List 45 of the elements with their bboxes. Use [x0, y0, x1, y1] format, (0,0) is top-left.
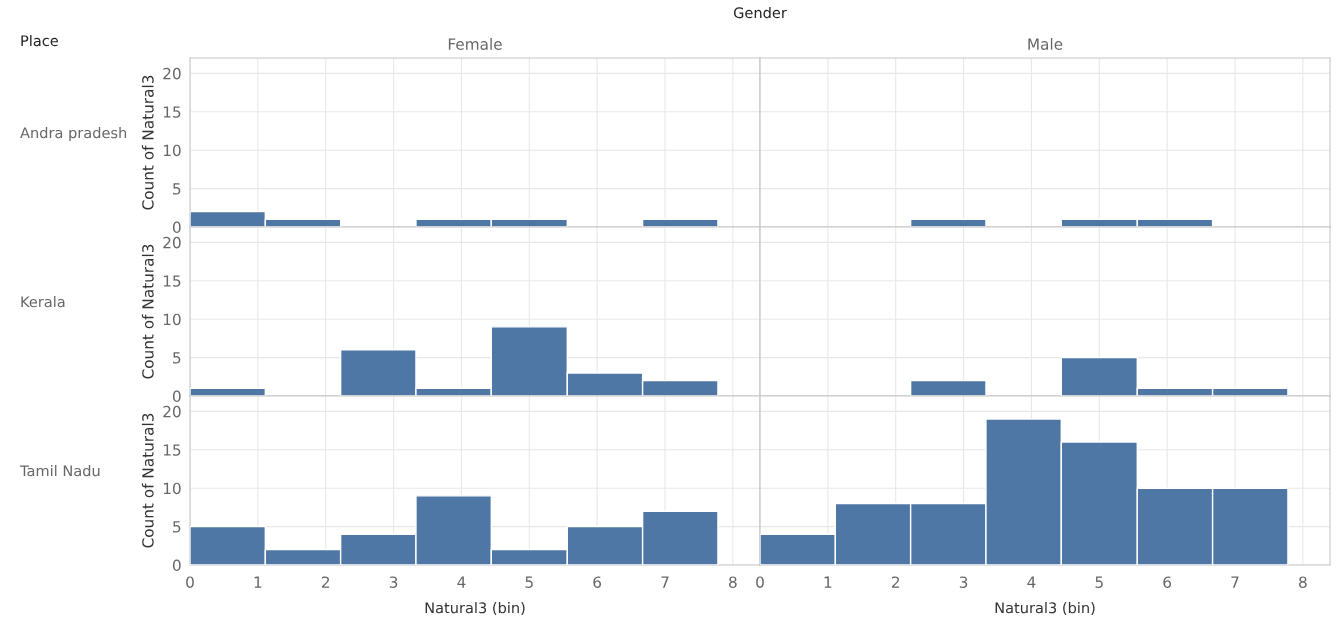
x-tick-label: 0 — [756, 576, 764, 588]
text: Kerala — [21, 295, 65, 308]
y-tick-label: 10 — [163, 482, 181, 495]
x-tick-label: 1 — [824, 576, 832, 588]
y-tick-label: 15 — [163, 275, 181, 287]
x-tick-label: 1 — [254, 576, 262, 588]
y-axis-title: Count of Natural3 — [141, 75, 154, 210]
y-tick-label: 10 — [163, 144, 181, 157]
x-tick-label: 4 — [457, 576, 466, 588]
y-tick-label: 15 — [163, 444, 181, 456]
x-tick-label: 3 — [389, 576, 398, 588]
x-axis-title: Natural3 (bin) — [995, 602, 1095, 616]
y-tick-label: 5 — [173, 183, 181, 195]
text: Andra pradesh — [20, 126, 127, 142]
x-tick-label: 0 — [186, 576, 194, 588]
y-tick-label: 20 — [163, 236, 181, 249]
y-tick-label: 5 — [173, 352, 181, 364]
x-tick-label: 6 — [593, 576, 602, 588]
x-tick-label: 7 — [1231, 576, 1239, 588]
y-tick-label: 0 — [172, 221, 181, 234]
x-tick-label: 8 — [1299, 576, 1307, 588]
x-tick-label: 4 — [1027, 576, 1036, 588]
chart-title: Female — [448, 38, 502, 50]
x-tick-label: 2 — [891, 576, 900, 588]
x-tick-label: 6 — [1163, 576, 1172, 588]
y-axis-title: Count of Natural3 — [141, 244, 154, 379]
x-tick-label: 3 — [959, 576, 968, 588]
x-tick-label: 5 — [1095, 576, 1103, 588]
text: Place — [21, 34, 58, 47]
y-tick-label: 0 — [172, 559, 181, 572]
chart-title: Male — [1028, 38, 1063, 50]
text: Gender — [733, 6, 787, 19]
y-tick-label: 20 — [163, 67, 181, 80]
x-tick-label: 7 — [661, 576, 669, 588]
x-tick-label: 8 — [729, 576, 737, 588]
x-tick-label: 5 — [525, 576, 533, 588]
y-tick-label: 20 — [163, 405, 181, 418]
y-tick-label: 0 — [172, 390, 181, 403]
y-tick-label: 15 — [163, 106, 181, 118]
y-axis-title: Count of Natural3 — [141, 413, 154, 548]
y-tick-label: 10 — [163, 313, 181, 326]
text: Tamil Nadu — [19, 464, 100, 477]
x-tick-label: 2 — [321, 576, 330, 588]
x-axis-title: Natural3 (bin) — [425, 602, 525, 616]
y-tick-label: 5 — [173, 521, 181, 533]
